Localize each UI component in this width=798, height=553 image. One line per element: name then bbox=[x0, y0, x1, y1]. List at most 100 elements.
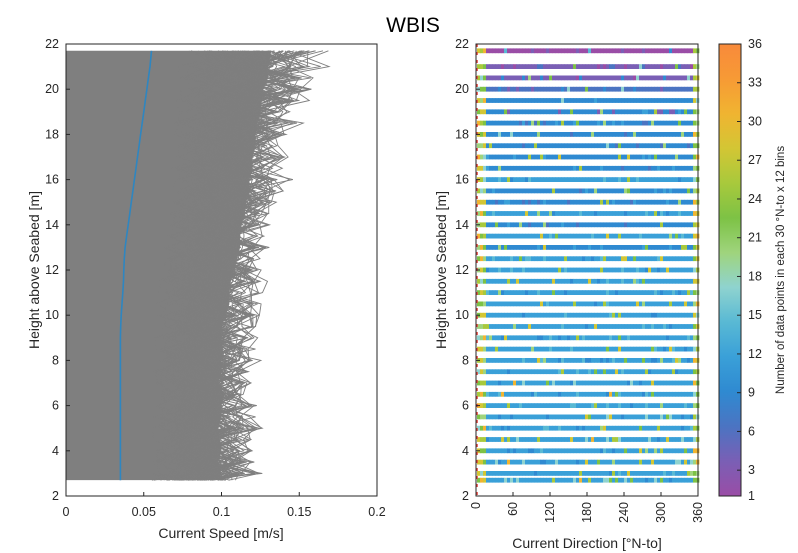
direction-bin bbox=[531, 267, 535, 273]
direction-bin bbox=[543, 380, 547, 386]
direction-bin bbox=[597, 301, 601, 307]
direction-bin bbox=[636, 211, 640, 216]
direction-bin bbox=[585, 154, 589, 160]
direction-bin bbox=[564, 437, 568, 442]
speed-profile-line bbox=[189, 50, 306, 481]
direction-bin bbox=[489, 335, 493, 341]
direction-bin bbox=[582, 448, 586, 454]
direction-bin bbox=[477, 391, 481, 397]
direction-bin bbox=[627, 312, 631, 318]
direction-bin bbox=[642, 154, 646, 160]
direction-bin bbox=[573, 346, 577, 352]
direction-bin bbox=[537, 301, 541, 307]
direction-bin bbox=[630, 448, 634, 454]
direction-bin bbox=[600, 211, 604, 216]
direction-bin bbox=[639, 459, 643, 465]
direction-bin bbox=[531, 369, 535, 375]
direction-bin bbox=[630, 98, 634, 103]
direction-bin bbox=[489, 369, 493, 375]
direction-bin bbox=[510, 358, 514, 363]
direction-bin bbox=[657, 459, 661, 465]
direction-bin bbox=[651, 109, 655, 115]
direction-bin bbox=[513, 211, 517, 216]
direction-bin bbox=[540, 165, 544, 171]
direction-bin bbox=[657, 312, 661, 318]
direction-bin bbox=[609, 369, 613, 375]
direction-bin bbox=[588, 391, 592, 397]
direction-bin bbox=[507, 211, 511, 216]
direction-bin bbox=[588, 120, 592, 126]
direction-bin bbox=[684, 245, 688, 250]
direction-bin bbox=[624, 75, 628, 81]
direction-bin bbox=[519, 324, 523, 329]
direction-bin bbox=[675, 369, 679, 375]
direction-bin bbox=[483, 369, 487, 375]
direction-bin bbox=[564, 188, 568, 194]
direction-bin bbox=[513, 233, 517, 239]
direction-bin bbox=[684, 403, 688, 408]
direction-bin bbox=[603, 98, 607, 103]
direction-bin bbox=[510, 75, 514, 81]
direction-bin bbox=[663, 143, 667, 149]
direction-bin bbox=[630, 380, 634, 386]
direction-bin bbox=[564, 222, 568, 228]
direction-bin bbox=[528, 132, 532, 137]
direction-row bbox=[477, 177, 700, 182]
direction-bin bbox=[648, 165, 652, 171]
direction-bin bbox=[615, 459, 619, 465]
direction-bin bbox=[639, 132, 643, 137]
direction-bin bbox=[648, 477, 652, 483]
direction-bin bbox=[483, 324, 487, 329]
direction-bin bbox=[513, 414, 517, 420]
direction-bin bbox=[654, 177, 658, 182]
direction-bin bbox=[600, 154, 604, 160]
direction-bin bbox=[540, 211, 544, 216]
direction-bin bbox=[597, 222, 601, 228]
direction-bin bbox=[558, 278, 562, 284]
direction-bin bbox=[600, 120, 604, 126]
direction-bin bbox=[540, 64, 544, 69]
direction-bin bbox=[612, 471, 616, 476]
direction-bin bbox=[552, 369, 556, 375]
direction-bin bbox=[516, 64, 520, 69]
direction-bin bbox=[522, 245, 526, 250]
direction-bin bbox=[579, 267, 583, 273]
direction-bin bbox=[555, 324, 559, 329]
direction-bin bbox=[504, 177, 508, 182]
direction-bin bbox=[690, 245, 694, 250]
direction-bin bbox=[609, 437, 613, 442]
direction-bin bbox=[555, 245, 559, 250]
direction-bin bbox=[477, 256, 481, 262]
direction-bin bbox=[552, 471, 556, 476]
direction-bin bbox=[573, 278, 577, 284]
direction-bin bbox=[564, 425, 568, 431]
direction-bin bbox=[525, 312, 529, 318]
direction-bin bbox=[675, 143, 679, 149]
direction-bin bbox=[504, 471, 508, 476]
direction-bin bbox=[546, 437, 550, 442]
direction-bin bbox=[651, 177, 655, 182]
direction-bin bbox=[675, 245, 679, 250]
direction-bin bbox=[588, 199, 592, 205]
direction-bin bbox=[540, 222, 544, 228]
direction-bin bbox=[495, 132, 499, 137]
direction-bin bbox=[654, 267, 658, 273]
direction-bin bbox=[540, 143, 544, 149]
direction-bin bbox=[498, 86, 502, 92]
direction-bin bbox=[618, 267, 622, 273]
direction-bin bbox=[483, 267, 487, 273]
direction-bin bbox=[630, 358, 634, 363]
direction-bin bbox=[555, 75, 559, 81]
direction-bin bbox=[483, 75, 487, 81]
direction-bin bbox=[609, 459, 613, 465]
direction-bin bbox=[672, 477, 676, 483]
direction-bin bbox=[636, 391, 640, 397]
direction-bin bbox=[513, 143, 517, 149]
direction-bin bbox=[516, 48, 520, 54]
direction-bin bbox=[603, 245, 607, 250]
colorbar-tick-label: 9 bbox=[748, 386, 755, 400]
direction-bin bbox=[690, 335, 694, 341]
direction-bin bbox=[657, 64, 661, 69]
direction-bin bbox=[594, 346, 598, 352]
direction-bin bbox=[693, 154, 697, 160]
